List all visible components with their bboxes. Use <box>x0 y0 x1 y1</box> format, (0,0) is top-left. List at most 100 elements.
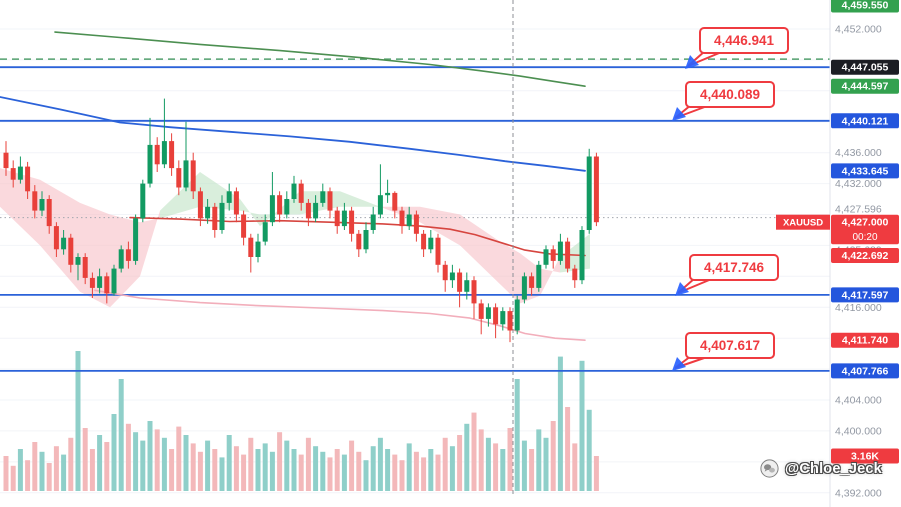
volume-bar <box>97 435 103 491</box>
volume-bar <box>377 437 383 491</box>
candle <box>536 264 542 288</box>
candle <box>464 280 470 292</box>
price-callout[interactable]: 4,417.746 <box>675 254 779 296</box>
volume-bar <box>356 451 362 491</box>
volume-bar <box>104 442 110 491</box>
candle <box>334 210 340 227</box>
volume-bar <box>536 429 542 491</box>
candle <box>269 195 275 223</box>
volume-bar <box>190 443 196 491</box>
cloud-segment <box>460 214 500 285</box>
volume-bar <box>514 379 520 491</box>
candle <box>370 214 376 230</box>
volume-bar <box>269 451 275 491</box>
candle <box>507 311 513 331</box>
volume-bar <box>255 449 261 491</box>
volume-bar <box>586 409 592 491</box>
volume-bar <box>140 440 146 491</box>
candle <box>442 264 448 281</box>
candle <box>212 206 218 230</box>
price-callout[interactable]: 4,440.089 <box>672 81 775 121</box>
volume-bar <box>82 428 88 491</box>
label-text: XAUUSD <box>783 218 823 229</box>
volume-bar <box>197 451 203 491</box>
candle <box>593 156 599 223</box>
volume-bar <box>53 446 59 491</box>
volume-bar <box>349 440 355 491</box>
price-callout[interactable]: 4,446.941 <box>685 27 789 69</box>
price-axis-layer: 4,452.0004,436.0004,432.0004,427.5964,42… <box>776 0 901 507</box>
candle <box>140 183 146 219</box>
candle <box>284 199 290 215</box>
volume-bar <box>291 449 297 491</box>
volume-bar <box>392 454 398 491</box>
volume-bar <box>320 451 326 491</box>
volume-bar <box>593 456 599 491</box>
label-text: 4,440.121 <box>842 115 889 127</box>
price-badge: 3.16K <box>831 448 899 464</box>
candle <box>449 272 455 281</box>
candle <box>89 277 95 288</box>
volume-bar <box>305 437 311 491</box>
candle <box>392 192 398 211</box>
volume-bar <box>370 446 376 491</box>
label-text: 3.16K <box>851 451 879 463</box>
cloud-segment <box>140 210 160 277</box>
badge-bg <box>831 363 899 379</box>
price-badge: 4,422.692 <box>831 248 899 263</box>
volume-bar <box>464 423 470 491</box>
symbol-label: XAUUSD <box>776 214 830 230</box>
badge-bg <box>831 163 899 179</box>
cloud-segment <box>420 206 460 246</box>
candle <box>543 249 549 265</box>
current-price-badge: 4,427.000 00:20 <box>831 214 899 245</box>
cloud-segment <box>80 202 110 308</box>
price-badge: 4,433.645 <box>831 163 899 179</box>
price-badge: 4,447.055 <box>831 59 899 75</box>
candle <box>493 307 499 325</box>
callout-arrow-icon <box>685 55 699 69</box>
candle <box>579 230 585 281</box>
label-text: 4,440.089 <box>700 87 760 102</box>
volume-bar <box>233 446 239 491</box>
label-text: 4,452.000 <box>835 24 882 36</box>
candle <box>248 237 254 257</box>
candle <box>349 210 355 234</box>
volume-bar <box>133 432 139 491</box>
candle <box>205 206 211 219</box>
volume-bar <box>75 351 81 491</box>
candle <box>82 257 88 278</box>
label-text: 4,432.000 <box>835 178 882 190</box>
ma-layer <box>0 31 586 342</box>
callout-box <box>699 27 789 54</box>
candle <box>176 168 182 188</box>
volume-bar <box>262 443 268 491</box>
candle <box>320 191 326 203</box>
volume-bar <box>435 454 441 491</box>
volume-bar <box>10 465 16 491</box>
volume-bar <box>521 440 527 491</box>
candle <box>53 226 59 250</box>
volume-bar <box>565 407 571 491</box>
volume-bar <box>485 437 491 491</box>
callout-arrow-icon <box>672 107 686 121</box>
label-text: 4,417.597 <box>842 289 889 301</box>
candle <box>557 241 563 261</box>
volume-bar <box>147 421 153 491</box>
volume-bar <box>399 460 405 491</box>
price-badge: 4,407.766 <box>831 363 899 379</box>
label-text: 4,433.645 <box>842 165 889 177</box>
price-callout[interactable]: 4,407.617 <box>672 332 775 371</box>
price-badge: 4,459.550 <box>831 0 899 13</box>
volume-bar <box>428 449 434 491</box>
candle <box>97 276 103 288</box>
candle <box>313 202 319 219</box>
callout-box <box>689 254 779 281</box>
callout-arrow-icon <box>672 357 686 371</box>
candle <box>363 230 369 250</box>
label-text: 4,427.596 <box>835 204 882 216</box>
label-text: 4,407.766 <box>842 365 889 377</box>
volume-bar <box>363 460 369 491</box>
